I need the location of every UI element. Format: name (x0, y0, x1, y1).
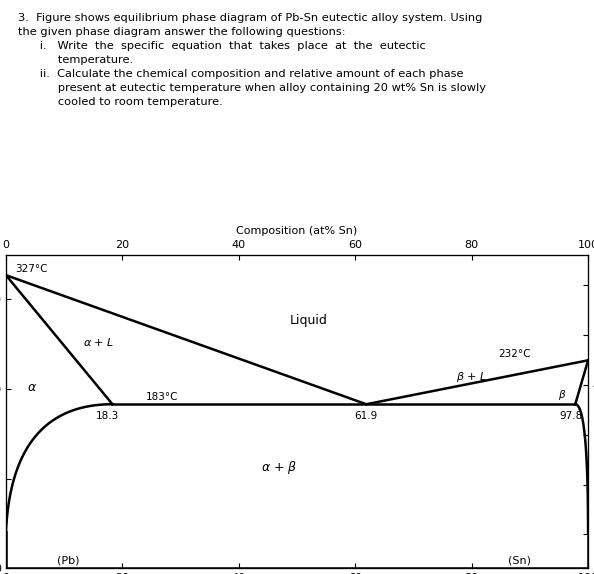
Text: $\beta$ + L: $\beta$ + L (456, 370, 487, 384)
Text: (Pb): (Pb) (57, 556, 80, 565)
Text: 61.9: 61.9 (355, 410, 378, 421)
Text: 183°C: 183°C (146, 391, 178, 402)
Text: $\alpha$ + L: $\alpha$ + L (83, 336, 115, 348)
Text: 232°C: 232°C (498, 348, 530, 359)
Text: 3.  Figure shows equilibrium phase diagram of Pb-Sn eutectic alloy system. Using: 3. Figure shows equilibrium phase diagra… (18, 13, 485, 107)
Text: (Sn): (Sn) (508, 556, 531, 565)
Text: 18.3: 18.3 (96, 410, 119, 421)
X-axis label: Composition (at% Sn): Composition (at% Sn) (236, 226, 358, 236)
Text: 97.8: 97.8 (559, 410, 582, 421)
Text: 327°C: 327°C (15, 264, 47, 274)
Text: Liquid: Liquid (290, 315, 327, 327)
Text: $\alpha$ + $\beta$: $\alpha$ + $\beta$ (261, 459, 298, 476)
Text: $\beta$: $\beta$ (558, 388, 566, 402)
Text: $\alpha$: $\alpha$ (27, 381, 37, 394)
